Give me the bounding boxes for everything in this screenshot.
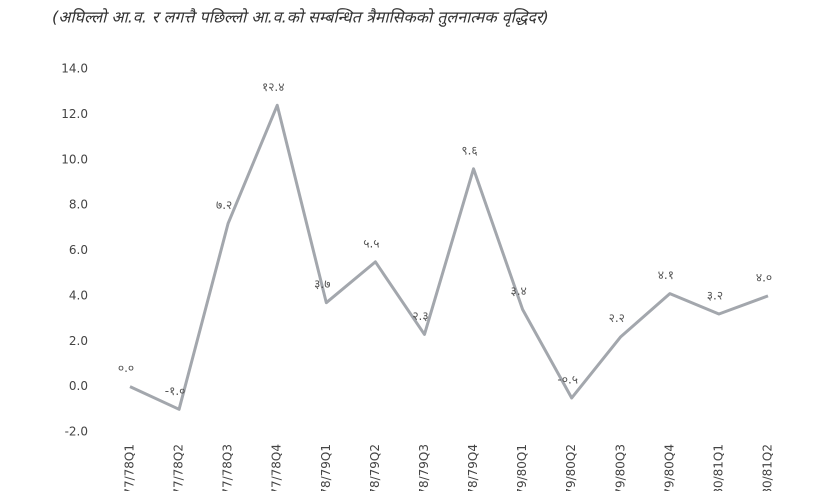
- x-tick-label: 2077/78Q1: [123, 444, 137, 491]
- y-tick-label: -2.0: [65, 425, 88, 439]
- value-label: ७.२: [216, 198, 232, 212]
- value-label: ३.४: [510, 284, 526, 298]
- value-label: -०.५: [557, 372, 578, 386]
- x-tick-label: 2079/80Q2: [564, 444, 578, 491]
- value-label: ९.६: [461, 143, 477, 157]
- value-label: २.२: [609, 311, 625, 325]
- y-tick-label: 4.0: [69, 288, 88, 302]
- value-label: ५.५: [363, 236, 379, 250]
- x-tick-label: 2077/78Q3: [221, 444, 235, 491]
- value-label: ०.०: [118, 361, 134, 375]
- x-tick-label: 2078/79Q4: [466, 444, 480, 491]
- value-label: -१.०: [165, 384, 186, 398]
- value-label: ३.२: [707, 289, 723, 303]
- value-label: २.३: [412, 309, 428, 323]
- x-tick-label: 2079/80Q3: [613, 444, 627, 491]
- x-tick-label: 2080/81Q2: [761, 444, 775, 491]
- x-tick-label: 2077/78Q2: [172, 444, 186, 491]
- value-label: ४.१: [658, 268, 674, 282]
- data-line: [129, 103, 769, 411]
- value-label: १२.४: [262, 80, 285, 94]
- x-tick-label: 2079/80Q4: [662, 444, 676, 491]
- chart-title: (अघिल्लो आ.व. र लगत्तै पछिल्लो आ.व.को सम…: [52, 8, 549, 28]
- y-tick-label: 6.0: [69, 243, 88, 257]
- x-tick-label: 2079/80Q1: [515, 444, 529, 491]
- x-tick-label: 2078/79Q2: [368, 444, 382, 491]
- y-tick-label: 12.0: [61, 107, 88, 121]
- x-tick-label: 2077/78Q4: [270, 444, 284, 491]
- y-tick-label: 14.0: [61, 62, 88, 76]
- y-tick-label: 10.0: [61, 152, 88, 166]
- value-label: ४.०: [756, 270, 772, 284]
- x-tick-label: 2078/79Q1: [319, 444, 333, 491]
- x-tick-label: 2080/81Q1: [711, 444, 725, 491]
- y-tick-label: 2.0: [69, 334, 88, 348]
- value-label: ३.७: [314, 277, 330, 291]
- y-tick-label: 8.0: [69, 198, 88, 212]
- y-tick-label: 0.0: [69, 379, 88, 393]
- x-tick-label: 2078/79Q3: [417, 444, 431, 491]
